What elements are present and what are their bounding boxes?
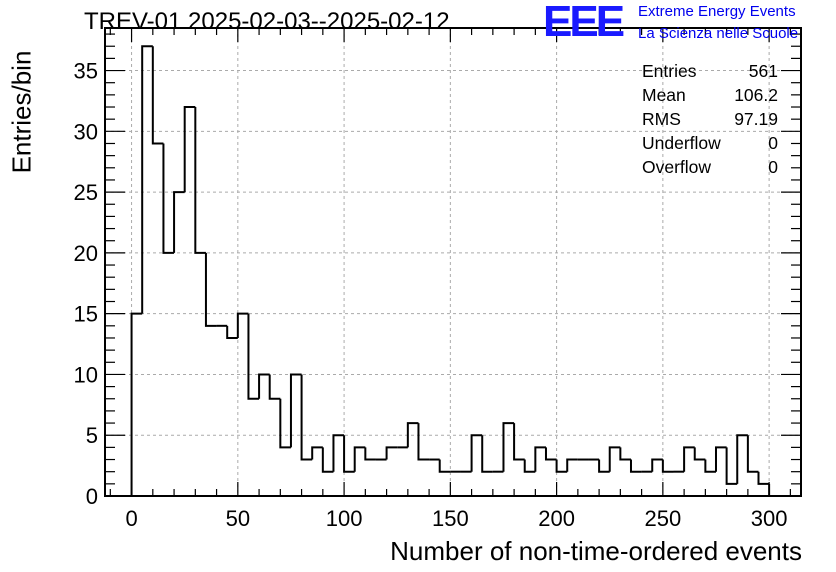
histogram-bin [343,435,355,473]
stats-label: RMS [642,109,681,129]
histogram-bin [438,459,451,473]
histogram-bin [608,446,621,472]
histogram-bin [629,459,642,473]
stats-row-overflow: Overflow 0 [642,155,778,179]
histogram-bin [746,435,759,473]
histogram-bin [513,423,525,461]
y-tick-label: 20 [74,241,98,266]
stats-value: 106.2 [734,85,778,105]
histogram-bin [651,458,663,472]
histogram-bin [725,447,738,485]
histogram-bin [332,434,345,472]
axis-ticks [105,28,801,497]
x-tick-label: 250 [645,506,682,531]
histogram-bin [693,447,706,461]
x-tick-label: 100 [326,506,363,531]
histogram-bin [289,373,302,448]
histogram-bin [300,374,313,461]
x-tick-label: 200 [538,506,575,531]
stats-row-mean: Mean 106.2 [642,83,778,107]
x-axis-label: Number of non-time-ordered events [390,536,802,566]
stats-label: Entries [642,61,697,81]
y-tick-label: 5 [86,423,98,448]
histogram-bin [247,313,260,400]
histogram-bin [353,446,366,472]
x-tick-label: 50 [226,506,250,531]
histogram-bin [130,312,143,496]
chart-title: TREV-01 2025-02-03--2025-02-12 [84,8,450,35]
y-tick-label: 35 [74,59,98,84]
stats-row-rms: RMS 97.19 [642,107,778,131]
grid-lines [105,28,801,496]
y-tick-label: 25 [74,180,98,205]
histogram-bin [598,459,610,473]
histogram-bin [385,446,398,460]
stats-value: 0 [768,157,778,177]
tick-labels: 0 50 100 150 200 250 300 0 5 10 15 20 25 30 35 [74,59,788,531]
histogram-bin [757,471,770,485]
stats-value: 561 [748,61,778,81]
histogram-bin [183,106,196,193]
histogram-bin [619,447,631,461]
histogram-bin [481,435,493,473]
histogram-bin [704,459,716,473]
histogram-bin [523,459,536,473]
histogram-bin [555,459,568,473]
stats-label: Underflow [642,133,721,153]
histogram-bin [258,373,270,399]
histogram-bin [566,458,578,472]
histogram-bin [204,252,217,327]
stats-value: 0 [768,133,778,153]
histogram-bin [364,447,376,461]
histogram-bin [268,374,281,400]
y-tick-label: 0 [86,484,98,509]
histogram-bin [417,423,430,461]
histogram-bin [683,446,695,472]
x-tick-label: 300 [751,506,788,531]
histogram-bin [279,398,291,449]
histogram-bin [502,422,515,472]
logo-line-1: Extreme Energy Events [638,3,796,20]
histogram-bin [173,191,185,253]
histogram-bars [130,45,771,496]
histogram-bin [194,107,206,254]
stats-value: 97.19 [734,109,778,129]
stats-label: Mean [642,85,686,105]
y-tick-label: 15 [74,302,98,327]
histogram-bin [151,46,164,145]
histogram-bin [736,434,748,484]
eee-logo-mark: EEE [543,0,625,46]
stats-label: Overflow [642,157,712,177]
histogram-bin [470,434,483,472]
x-tick-label: 0 [125,506,137,531]
histogram-bin [226,325,238,339]
statistics-box: Entries 561 Mean 106.2 RMS 97.19 Underfl… [642,59,778,179]
histogram-bin [141,45,153,314]
histogram-bin [661,459,674,473]
stats-row-underflow: Underflow 0 [642,131,778,155]
y-axis-label: Entries/bin [6,50,37,174]
histogram-bin [321,447,334,473]
histogram-bin [236,312,249,338]
logo-line-2: La Scienza nelle Scuole [638,25,799,42]
histogram-bin [162,143,175,254]
x-tick-label: 150 [432,506,469,531]
y-tick-label: 30 [74,119,98,144]
histogram-bin [406,422,419,448]
histogram-bin [311,446,323,460]
stats-row-entries: Entries 561 [642,59,778,83]
plot-frame [104,27,802,497]
histogram-bin [544,447,557,461]
histogram-bin [714,446,727,472]
y-tick-label: 10 [74,362,98,387]
histogram-bin [534,446,546,472]
